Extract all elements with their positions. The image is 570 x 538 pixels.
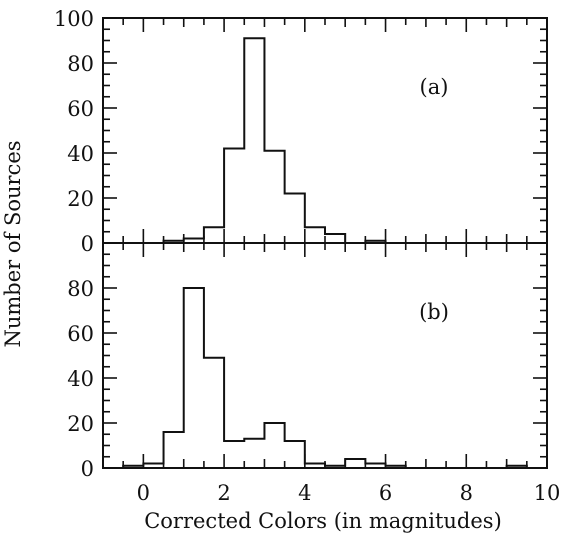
histogram-outline <box>122 287 547 469</box>
histogram-bin <box>224 149 244 244</box>
histogram-bin <box>285 441 305 468</box>
x-tick-label: 6 <box>379 481 392 505</box>
histogram-bin <box>204 358 224 468</box>
panel-a: 100 80 60 40 20 0 <box>54 7 548 256</box>
histogram-bin <box>325 234 345 243</box>
x-tick-label: 2 <box>217 481 230 505</box>
x-tick-label: 8 <box>460 481 473 505</box>
y-tick-label: 40 <box>67 142 94 166</box>
histogram-bin <box>285 194 305 244</box>
y-tick-label: 20 <box>67 187 94 211</box>
y-tick-label: 40 <box>67 367 94 391</box>
x-axis-label: Corrected Colors (in magnitudes) <box>144 509 502 533</box>
histogram-bin <box>305 227 325 243</box>
y-tick-label: 0 <box>81 232 94 256</box>
x-tick-label: 4 <box>298 481 311 505</box>
histogram-bin <box>264 423 284 468</box>
histogram-bin <box>244 38 264 243</box>
panel-b: 80 60 40 20 0 <box>67 242 548 481</box>
y-tick-label: 80 <box>67 52 94 76</box>
panel-frame <box>102 17 548 244</box>
histogram-bin <box>184 288 204 468</box>
x-tick-labels: 0 2 4 6 8 10 <box>137 481 561 505</box>
panel-b-label: (b) <box>419 300 449 324</box>
histogram-bin <box>264 151 284 243</box>
x-tick-label: 10 <box>534 481 561 505</box>
histogram-bin <box>244 439 264 468</box>
y-tick-label: 20 <box>67 412 94 436</box>
y-axis-label: Number of Sources <box>1 140 25 347</box>
y-tick-label: 60 <box>67 322 94 346</box>
y-tick-label: 100 <box>54 7 94 31</box>
y-tick-label: 60 <box>67 97 94 121</box>
panel-a-label: (a) <box>420 75 449 99</box>
histogram-bin <box>345 459 365 468</box>
y-tick-label: 0 <box>81 457 94 481</box>
histogram-bin <box>204 227 224 243</box>
histogram-outline <box>162 37 406 244</box>
y-tick-label: 80 <box>67 277 94 301</box>
histogram-bin <box>164 432 184 468</box>
x-tick-label: 0 <box>137 481 150 505</box>
panels-group: 100 80 60 40 20 0 80 60 40 20 0 <box>54 7 548 481</box>
panel-frame <box>102 242 548 469</box>
histogram-bin <box>224 441 244 468</box>
